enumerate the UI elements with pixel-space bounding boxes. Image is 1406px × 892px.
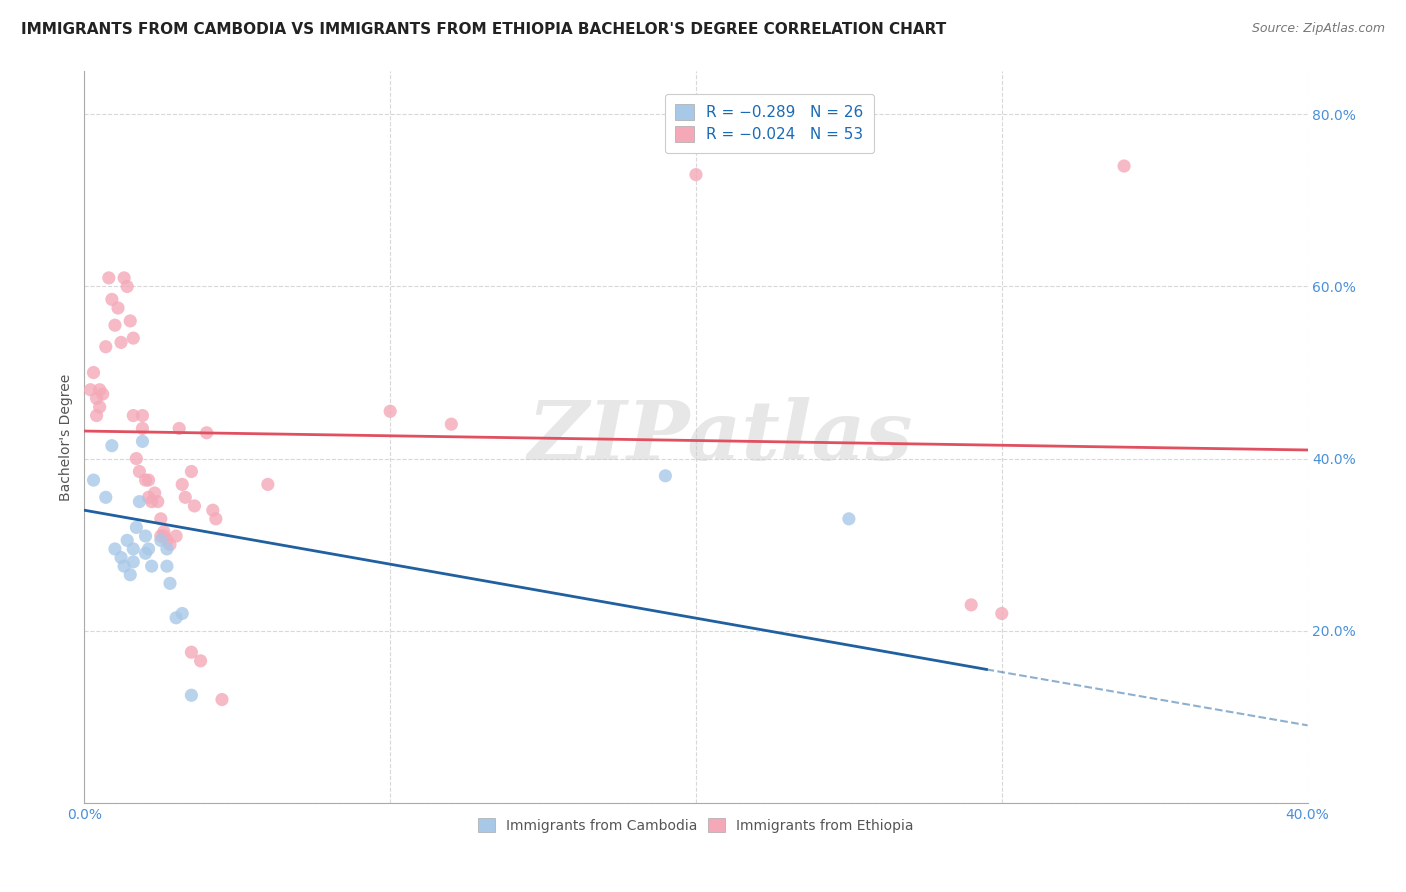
- Text: ZIPatlas: ZIPatlas: [527, 397, 912, 477]
- Point: [257, 477, 280, 491]
- Point: [97, 271, 120, 285]
- Point: [146, 494, 169, 508]
- Point: [380, 404, 402, 418]
- Point: [101, 439, 124, 453]
- Point: [138, 541, 160, 556]
- Point: [180, 688, 202, 702]
- Point: [156, 541, 179, 556]
- Point: [79, 383, 101, 397]
- Point: [190, 654, 212, 668]
- Point: [110, 550, 132, 565]
- Point: [110, 335, 132, 350]
- Point: [153, 529, 176, 543]
- Point: [107, 301, 129, 315]
- Point: [86, 392, 108, 406]
- Point: [156, 533, 179, 548]
- Point: [131, 421, 153, 435]
- Point: [156, 559, 179, 574]
- Point: [122, 555, 145, 569]
- Point: [104, 318, 127, 333]
- Point: [94, 340, 117, 354]
- Point: [115, 533, 138, 548]
- Point: [120, 314, 142, 328]
- Point: [143, 486, 166, 500]
- Point: [149, 529, 172, 543]
- Point: [159, 576, 181, 591]
- Point: [101, 293, 124, 307]
- Point: [135, 546, 157, 560]
- Point: [135, 529, 157, 543]
- Text: IMMIGRANTS FROM CAMBODIA VS IMMIGRANTS FROM ETHIOPIA BACHELOR'S DEGREE CORRELATI: IMMIGRANTS FROM CAMBODIA VS IMMIGRANTS F…: [21, 22, 946, 37]
- Point: [165, 611, 187, 625]
- Point: [131, 409, 153, 423]
- Point: [131, 434, 153, 449]
- Point: [172, 477, 194, 491]
- Legend: Immigrants from Cambodia, Immigrants from Ethiopia: Immigrants from Cambodia, Immigrants fro…: [471, 811, 921, 839]
- Point: [141, 559, 163, 574]
- Text: Source: ZipAtlas.com: Source: ZipAtlas.com: [1251, 22, 1385, 36]
- Point: [838, 512, 860, 526]
- Point: [83, 473, 105, 487]
- Point: [122, 409, 145, 423]
- Point: [211, 692, 233, 706]
- Point: [180, 645, 202, 659]
- Point: [149, 533, 172, 548]
- Point: [83, 366, 105, 380]
- Point: [125, 520, 148, 534]
- Point: [138, 491, 160, 505]
- Point: [89, 400, 111, 414]
- Point: [149, 512, 172, 526]
- Point: [685, 168, 707, 182]
- Point: [183, 499, 205, 513]
- Point: [195, 425, 218, 440]
- Point: [115, 279, 138, 293]
- Point: [165, 529, 187, 543]
- Point: [180, 465, 202, 479]
- Y-axis label: Bachelor's Degree: Bachelor's Degree: [59, 374, 73, 500]
- Point: [125, 451, 148, 466]
- Point: [201, 503, 224, 517]
- Point: [172, 607, 194, 621]
- Point: [1114, 159, 1136, 173]
- Point: [104, 541, 127, 556]
- Point: [205, 512, 228, 526]
- Point: [138, 473, 160, 487]
- Point: [91, 387, 114, 401]
- Point: [112, 271, 135, 285]
- Point: [174, 491, 197, 505]
- Point: [89, 383, 111, 397]
- Point: [167, 421, 190, 435]
- Point: [122, 331, 145, 345]
- Point: [120, 567, 142, 582]
- Point: [112, 559, 135, 574]
- Point: [153, 524, 176, 539]
- Point: [159, 538, 181, 552]
- Point: [654, 468, 676, 483]
- Point: [94, 491, 117, 505]
- Point: [440, 417, 463, 432]
- Point: [122, 541, 145, 556]
- Point: [991, 607, 1014, 621]
- Point: [86, 409, 108, 423]
- Point: [960, 598, 983, 612]
- Point: [128, 494, 150, 508]
- Point: [135, 473, 157, 487]
- Point: [141, 494, 163, 508]
- Point: [128, 465, 150, 479]
